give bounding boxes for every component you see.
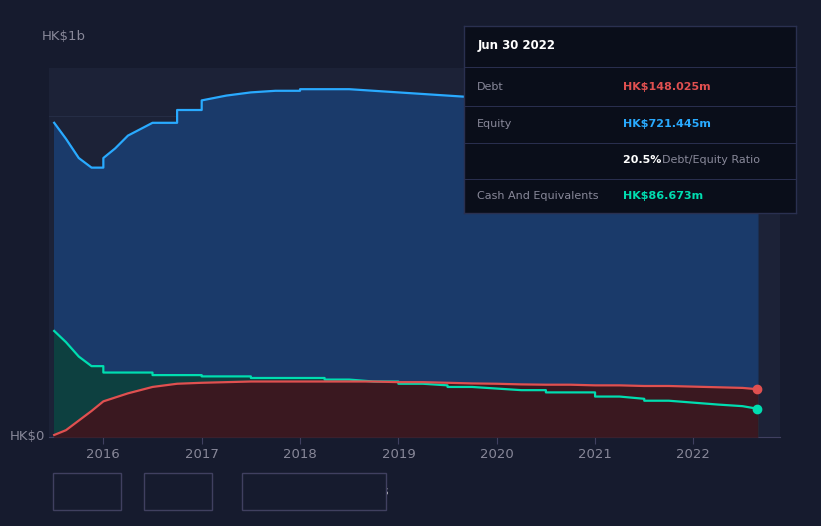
Text: Equity: Equity [477, 119, 512, 129]
Text: 20.5%: 20.5% [623, 155, 666, 165]
Text: Debt: Debt [477, 82, 504, 92]
Text: ●: ● [58, 487, 68, 497]
Text: Jun 30 2022: Jun 30 2022 [477, 39, 555, 53]
Text: HK$0: HK$0 [10, 430, 46, 443]
Text: Debt: Debt [71, 485, 100, 498]
Text: Debt/Equity Ratio: Debt/Equity Ratio [662, 155, 759, 165]
Text: Cash And Equivalents: Cash And Equivalents [260, 485, 389, 498]
Text: HK$721.445m: HK$721.445m [623, 119, 711, 129]
Text: Equity: Equity [162, 485, 200, 498]
Text: Cash And Equivalents: Cash And Equivalents [477, 191, 599, 201]
Text: HK$1b: HK$1b [42, 29, 86, 43]
Text: ●: ● [247, 487, 257, 497]
Text: HK$86.673m: HK$86.673m [623, 191, 704, 201]
Text: HK$148.025m: HK$148.025m [623, 82, 711, 92]
Text: ●: ● [149, 487, 158, 497]
